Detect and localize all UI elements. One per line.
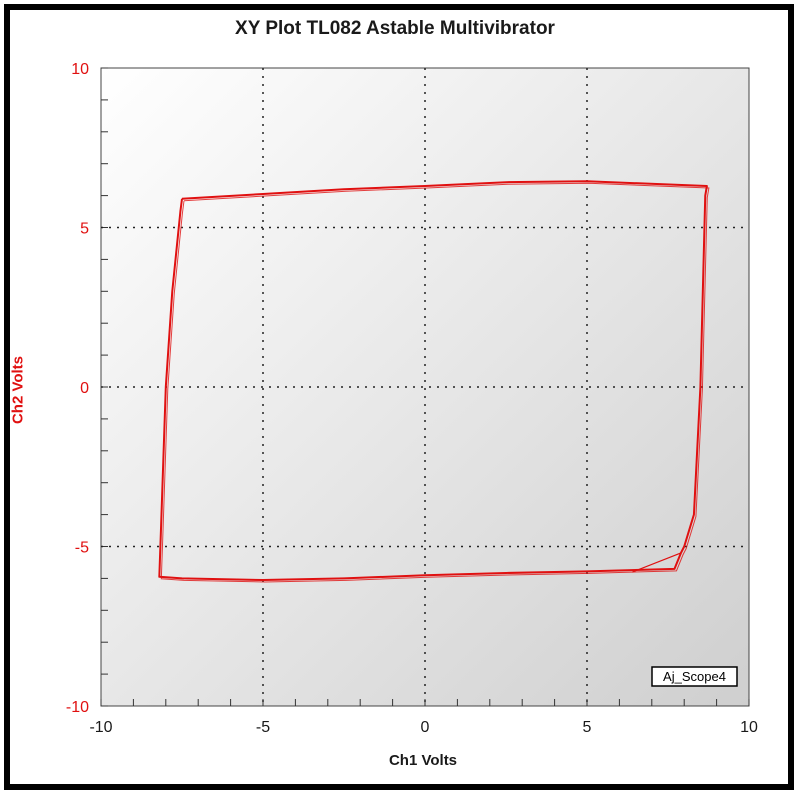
- x-tick-label: 10: [740, 719, 758, 736]
- legend-label: Aj_Scope4: [663, 669, 726, 684]
- x-tick-label: 5: [583, 719, 592, 736]
- y-tick-label: -5: [75, 540, 89, 557]
- y-tick-label: 0: [80, 380, 89, 397]
- trace-line-retrace: [160, 182, 710, 583]
- x-tick-label: 0: [421, 719, 430, 736]
- y-tick-label: -10: [66, 699, 89, 716]
- y-tick-label: 5: [80, 221, 89, 238]
- x-axis-label: Ch1 Volts: [388, 752, 458, 769]
- chart-title: XY Plot TL082 Astable Multivibrator: [235, 18, 555, 39]
- x-tick-label: -5: [256, 719, 270, 736]
- trace-artifact: [632, 552, 682, 573]
- x-tick-label: -10: [89, 719, 112, 736]
- y-tick-label: 10: [71, 61, 89, 78]
- legend-box: [651, 666, 738, 687]
- plot-background: [100, 67, 750, 707]
- trace-line: [158, 180, 708, 581]
